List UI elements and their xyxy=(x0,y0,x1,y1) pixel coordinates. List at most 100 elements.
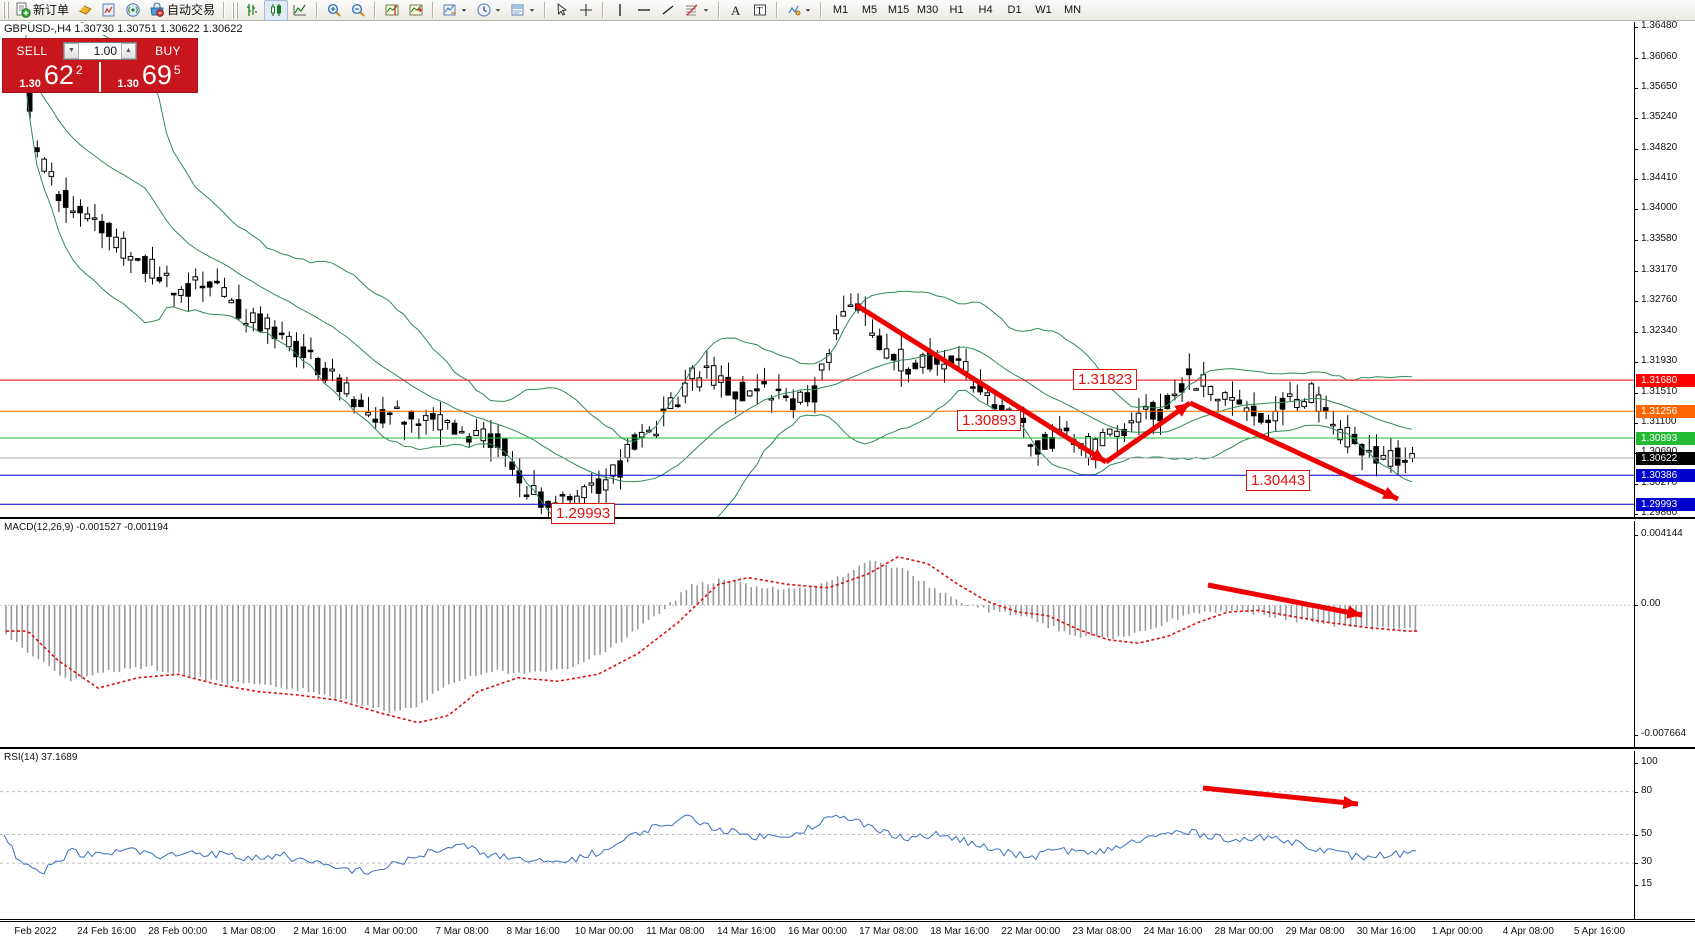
timeframe-mn-button[interactable]: MN xyxy=(1063,4,1082,16)
volume-stepper[interactable]: ▼ 1.00 ▲ xyxy=(63,41,137,60)
timeframe-row: M1 M5 M15 M30 H1 H4 D1 W1 MN xyxy=(826,0,1087,20)
trendline-button[interactable] xyxy=(656,0,680,21)
price-label-last-price[interactable]: 1.30622 xyxy=(1636,451,1695,465)
new-order-icon xyxy=(16,2,31,18)
zoom-out-button[interactable] xyxy=(346,0,370,21)
vertical-line-button[interactable] xyxy=(608,0,632,21)
label-button[interactable]: T xyxy=(748,0,772,21)
time-label: 28 Mar 00:00 xyxy=(1214,926,1274,937)
toolbar-grip[interactable] xyxy=(3,1,9,19)
price-label-blue-line-1[interactable]: 1.30386 xyxy=(1636,469,1695,483)
chart-shift-button[interactable] xyxy=(380,0,404,21)
timeframe-m5-button[interactable]: M5 xyxy=(861,4,878,16)
vertical-line-icon xyxy=(619,4,621,16)
bar-chart-button[interactable] xyxy=(240,0,264,21)
horizontal-line-icon xyxy=(638,9,651,11)
price-label-support-line[interactable]: 1.30893 xyxy=(1636,432,1695,445)
time-label: 30 Mar 16:00 xyxy=(1356,926,1416,937)
line-chart-button[interactable] xyxy=(288,0,312,21)
text-button[interactable]: A xyxy=(724,0,748,21)
horizontal-line-button[interactable] xyxy=(632,0,656,21)
macd-header: MACD(12,26,9) -0.001527 -0.001194 xyxy=(2,522,171,533)
rsi-plot[interactable] xyxy=(0,751,1635,919)
indicators-button[interactable] xyxy=(97,0,121,21)
templates-button[interactable] xyxy=(73,0,97,21)
indicator-list-icon xyxy=(443,4,457,16)
period-button[interactable] xyxy=(472,0,506,21)
toolbar-grip-2[interactable] xyxy=(232,1,239,19)
chevron-down-icon[interactable] xyxy=(460,2,468,18)
price-label-pivot-line[interactable]: 1.31256 xyxy=(1636,405,1695,419)
crosshair-button[interactable] xyxy=(574,0,598,21)
price-annotation[interactable]: 1.30443 xyxy=(1246,470,1311,491)
buy-label: BUY xyxy=(155,43,181,58)
templates-list-button[interactable] xyxy=(506,0,540,21)
timeframe-w1-button[interactable]: W1 xyxy=(1035,4,1052,16)
timeframe-m15-button[interactable]: M15 xyxy=(887,4,910,16)
one-click-divider xyxy=(99,62,101,92)
timeframe-d1-button[interactable]: D1 xyxy=(1007,4,1022,16)
time-label: 24 Mar 16:00 xyxy=(1143,926,1203,937)
candlestick-chart-button[interactable] xyxy=(264,0,289,21)
sell-price-main: 62 xyxy=(43,60,74,90)
macd-plot[interactable] xyxy=(0,521,1635,747)
price-annotation[interactable]: 1.31823 xyxy=(1073,369,1138,390)
price-axis[interactable]: 1.36480 1.36060 1.35650 1.35240 1.34820 1.344… xyxy=(1634,20,1695,518)
time-label: 17 Mar 08:00 xyxy=(859,926,919,937)
chart-area[interactable]: 1.36480 1.36060 1.35650 1.35240 1.34820 1.344… xyxy=(0,20,1695,942)
time-axis[interactable]: Feb 2022 24 Feb 16:00 28 Feb 00:00 1 Mar 08… xyxy=(0,921,1695,942)
time-label: 4 Apr 08:00 xyxy=(1502,926,1554,937)
price-label-resistance-line[interactable]: 1.31680 xyxy=(1636,374,1695,388)
toolbar-separator-7 xyxy=(718,2,721,18)
rsi-pane[interactable]: RSI(14) 37.1689 100 80 50 30 15 xyxy=(0,751,1695,920)
price-canvas xyxy=(0,22,1635,517)
price-annotation[interactable]: 1.29993 xyxy=(551,503,616,524)
label-icon: T xyxy=(754,4,767,17)
price-pane[interactable]: 1.36480 1.36060 1.35650 1.35240 1.34820 1.344… xyxy=(0,20,1695,519)
zoom-in-button[interactable] xyxy=(322,0,346,21)
signals-button[interactable] xyxy=(121,0,145,21)
shapes-button[interactable] xyxy=(782,0,816,21)
zoom-in-icon xyxy=(327,3,341,17)
indicators-icon xyxy=(102,3,115,17)
macd-pane[interactable]: MACD(12,26,9) -0.001527 -0.001194 0.0041… xyxy=(0,521,1695,749)
cursor-icon xyxy=(557,2,568,16)
toolbar-separator-3 xyxy=(374,2,377,18)
chevron-down-icon-5[interactable] xyxy=(804,2,812,18)
time-label: 29 Mar 08:00 xyxy=(1285,926,1345,937)
timeframe-h1-button[interactable]: H1 xyxy=(949,4,964,16)
price-plot[interactable] xyxy=(0,22,1635,517)
toolbar-separator-9 xyxy=(820,2,823,18)
buy-button[interactable]: 1.30 69 5 xyxy=(101,62,197,92)
timeframe-m30-button[interactable]: M30 xyxy=(916,4,939,16)
chevron-down-icon-2[interactable] xyxy=(494,2,502,18)
svg-text:A: A xyxy=(731,3,741,18)
price-label-blue-line-2[interactable]: 1.29993 xyxy=(1636,498,1695,512)
fibonacci-button[interactable] xyxy=(680,0,714,21)
volume-value[interactable]: 1.00 xyxy=(79,42,121,59)
volume-increase-button[interactable]: ▲ xyxy=(121,42,136,59)
sell-price-fraction: 2 xyxy=(75,63,83,77)
volume-decrease-button[interactable]: ▼ xyxy=(64,42,79,59)
cursor-button[interactable] xyxy=(550,0,574,21)
new-order-button[interactable]: 新订单 xyxy=(11,0,73,21)
one-click-price-row: 1.30 62 2 1.30 69 5 xyxy=(3,62,197,92)
rsi-header: RSI(14) 37.1689 xyxy=(2,752,80,763)
price-annotation[interactable]: 1.30893 xyxy=(957,410,1022,431)
autoscroll-button[interactable] xyxy=(404,0,428,21)
chevron-down-icon-4[interactable] xyxy=(702,2,710,18)
macd-axis[interactable]: 0.004144 0.00 -0.007664 xyxy=(1634,521,1695,747)
sell-button[interactable]: 1.30 62 2 xyxy=(3,62,99,92)
time-label: 23 Mar 08:00 xyxy=(1072,926,1132,937)
chevron-down-icon-3[interactable] xyxy=(528,2,536,18)
time-label: 10 Mar 00:00 xyxy=(574,926,634,937)
toolbar-separator-5 xyxy=(544,2,547,18)
buy-price-prefix: 1.30 xyxy=(117,78,139,90)
time-label: 22 Mar 00:00 xyxy=(1001,926,1061,937)
rsi-axis[interactable]: 100 80 50 30 15 xyxy=(1634,751,1695,919)
timeframe-m1-button[interactable]: M1 xyxy=(832,4,849,16)
indicator-list-button[interactable] xyxy=(438,0,472,21)
timeframe-h4-button[interactable]: H4 xyxy=(978,4,993,16)
market-button[interactable]: 自动交易 xyxy=(145,0,219,21)
